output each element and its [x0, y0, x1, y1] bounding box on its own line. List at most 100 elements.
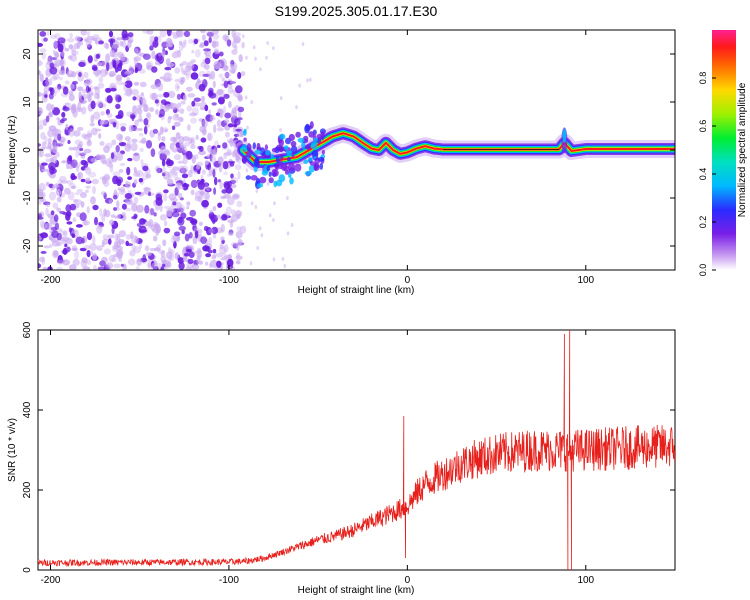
noise-speckle: [229, 64, 236, 69]
ridge-blob: [304, 170, 312, 176]
noise-speckle: [68, 183, 76, 188]
noise-speckle: [67, 73, 74, 78]
noise-speckle: [74, 250, 80, 260]
noise-speckle: [120, 186, 125, 193]
noise-speckle: [90, 196, 96, 205]
noise-speckle: [85, 189, 89, 193]
noise-speckle: [163, 227, 171, 234]
noise-speckle: [78, 71, 82, 78]
noise-speckle: [290, 223, 294, 227]
spectrogram-image: [38, 30, 675, 270]
noise-speckle: [187, 93, 196, 98]
noise-speckle: [208, 36, 212, 43]
noise-speckle: [298, 83, 302, 88]
ridge-blob: [294, 163, 302, 172]
noise-speckle: [179, 40, 183, 46]
noise-speckle: [73, 159, 78, 164]
noise-speckle: [50, 87, 55, 96]
noise-speckle: [279, 96, 283, 101]
noise-speckle: [172, 113, 180, 121]
noise-speckle: [125, 70, 133, 74]
noise-speckle: [109, 49, 116, 58]
snr-ytick-label: 600: [22, 321, 33, 338]
noise-speckle: [70, 175, 77, 180]
noise-speckle: [66, 156, 73, 165]
noise-speckle: [110, 87, 117, 92]
noise-speckle: [222, 161, 229, 170]
noise-speckle: [38, 256, 45, 263]
noise-speckle: [57, 43, 64, 53]
noise-speckle: [194, 49, 201, 58]
noise-speckle: [124, 80, 133, 88]
ridge-blob: [277, 147, 284, 152]
ridge-blob: [246, 143, 252, 152]
noise-speckle: [204, 57, 211, 65]
noise-speckle: [74, 199, 82, 205]
noise-speckle: [191, 49, 195, 54]
noise-speckle: [217, 156, 224, 165]
noise-speckle: [54, 151, 60, 158]
noise-speckle: [194, 196, 202, 202]
ridge-blob: [245, 175, 252, 180]
noise-speckle: [143, 118, 149, 126]
noise-speckle: [199, 107, 206, 111]
noise-speckle: [68, 128, 75, 137]
noise-speckle: [57, 133, 62, 141]
ridge-blob: [313, 137, 318, 142]
ridge-blob: [243, 137, 247, 142]
noise-speckle: [255, 189, 259, 193]
colorbar-tick-label: 0.8: [698, 72, 708, 85]
noise-speckle: [119, 163, 126, 166]
noise-speckle: [89, 91, 94, 96]
noise-speckle: [226, 196, 235, 206]
noise-speckle: [43, 85, 50, 94]
noise-speckle: [245, 55, 248, 60]
noise-speckle: [94, 216, 98, 226]
ridge-blob: [290, 140, 297, 147]
noise-speckle: [149, 92, 156, 100]
noise-speckle: [191, 264, 200, 270]
noise-speckle: [254, 205, 258, 209]
noise-speckle: [154, 53, 163, 62]
noise-speckle: [115, 103, 121, 110]
noise-speckle: [121, 203, 127, 210]
noise-speckle: [68, 44, 74, 50]
ridge-blob: [274, 163, 280, 171]
noise-speckle: [92, 66, 98, 71]
noise-speckle: [209, 259, 218, 268]
noise-speckle: [190, 179, 198, 189]
noise-speckle: [193, 38, 199, 45]
noise-speckle: [178, 216, 183, 224]
noise-speckle: [228, 100, 232, 109]
noise-speckle: [40, 132, 46, 140]
noise-speckle: [166, 210, 172, 218]
noise-speckle: [47, 129, 55, 138]
spectrogram-xtick-label: -100: [219, 275, 239, 286]
noise-speckle: [95, 73, 100, 78]
noise-speckle: [56, 117, 60, 121]
noise-speckle: [85, 185, 91, 189]
noise-speckle: [111, 226, 115, 235]
noise-speckle: [186, 206, 190, 210]
noise-speckle: [62, 86, 69, 95]
noise-speckle: [198, 188, 206, 195]
noise-speckle: [69, 32, 73, 39]
noise-speckle: [232, 194, 240, 200]
noise-speckle: [96, 100, 104, 108]
noise-speckle: [86, 231, 93, 241]
noise-speckle: [67, 140, 71, 144]
noise-speckle: [223, 244, 229, 253]
noise-speckle: [128, 125, 134, 133]
noise-speckle: [272, 218, 275, 222]
noise-speckle: [89, 250, 94, 255]
noise-speckle: [221, 189, 227, 194]
noise-speckle: [202, 73, 211, 77]
noise-speckle: [82, 266, 91, 270]
noise-speckle: [67, 37, 75, 43]
noise-speckle: [185, 244, 192, 250]
noise-speckle: [158, 249, 166, 255]
noise-speckle: [138, 132, 144, 137]
noise-speckle: [211, 102, 217, 106]
ridge-blob: [317, 156, 325, 162]
noise-speckle: [186, 105, 193, 112]
